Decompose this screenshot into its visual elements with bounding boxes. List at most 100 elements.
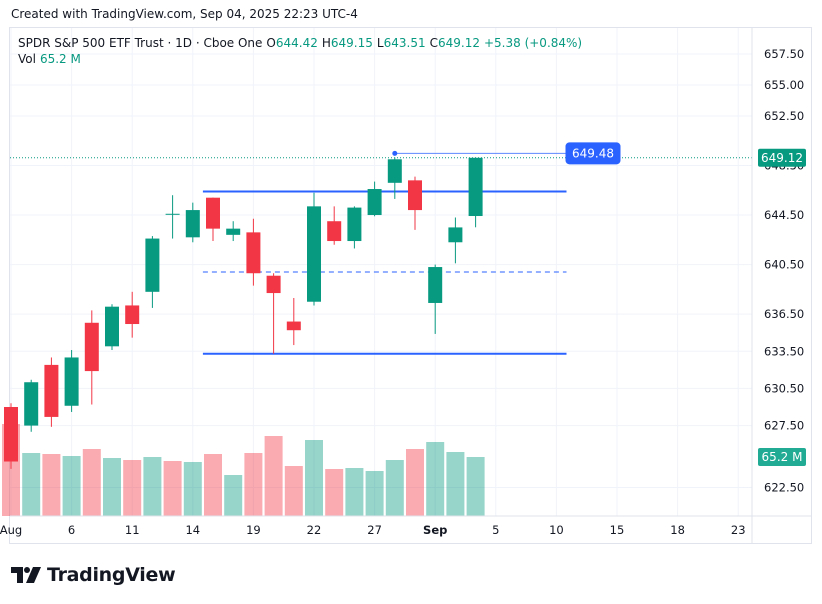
x-tick-label: 14: [185, 523, 200, 537]
x-tick-label: 23: [731, 523, 746, 537]
volume-bar: [204, 454, 222, 516]
y-tick-label: 657.50: [764, 47, 804, 61]
candle-body: [4, 407, 18, 462]
volume-bar: [426, 442, 445, 516]
volume-bar: [22, 453, 41, 516]
volume-bar: [385, 460, 404, 516]
drawing-lines: [10, 150, 752, 355]
x-tick-label: 18: [670, 523, 685, 537]
candle-body: [246, 232, 261, 274]
legend-symbol[interactable]: SPDR S&P 500 ETF Trust · 1D · Cboe One: [18, 36, 263, 50]
candle-body: [347, 207, 362, 242]
volume-bar: [264, 436, 283, 516]
x-tick-label: Aug: [0, 523, 22, 537]
chart-legend: SPDR S&P 500 ETF Trust · 1D · Cboe One O6…: [18, 35, 582, 67]
volume-bar: [345, 468, 364, 516]
last-volume-tag: [758, 448, 806, 466]
volume-bar: [163, 461, 182, 516]
grid-lines: [10, 28, 752, 516]
x-tick-label: 22: [307, 523, 322, 537]
candle-body: [145, 238, 160, 292]
price-marker-tag: [565, 142, 621, 165]
candlesticks: [4, 157, 483, 469]
last-price-tag-label: 649.12: [761, 151, 803, 165]
candle-body: [165, 213, 180, 215]
legend-volume-row: Vol 65.2 M: [18, 51, 582, 67]
volume-bar: [62, 456, 81, 516]
candle-body: [367, 189, 382, 216]
candle-body: [286, 321, 301, 331]
volume-bars: [2, 424, 485, 516]
tradingview-logo-icon: [11, 567, 41, 583]
legend-price-row: SPDR S&P 500 ETF Trust · 1D · Cboe One O6…: [18, 35, 582, 51]
candle-body: [307, 206, 321, 302]
legend-high-value: 649.15: [330, 36, 373, 50]
chart-caption: Created with TradingView.com, Sep 04, 20…: [11, 7, 358, 21]
candle-body: [226, 228, 241, 235]
y-tick-label: 655.00: [764, 78, 804, 92]
volume-bar: [82, 449, 101, 516]
candle-body: [105, 306, 119, 347]
x-tick-label: Sep: [423, 523, 447, 537]
candle-body: [387, 159, 402, 183]
y-tick-label: 640.50: [764, 258, 804, 272]
x-tick-label: 5: [492, 523, 499, 537]
last-volume-tag-label: 65.2 M: [762, 450, 803, 464]
volume-bar: [446, 452, 465, 516]
x-tick-label: 6: [68, 523, 75, 537]
legend-volume-label[interactable]: Vol: [18, 52, 36, 66]
candle-body: [468, 157, 483, 217]
volume-bar: [42, 454, 61, 516]
y-tick-label: 627.50: [764, 419, 804, 433]
candle-body: [428, 267, 443, 303]
x-tick-label: 11: [125, 523, 140, 537]
y-tick-label: 636.50: [764, 307, 804, 321]
candle-body: [64, 357, 79, 406]
volume-bar: [325, 469, 344, 516]
legend-high-label: H: [321, 36, 331, 50]
legend-close-label: C: [429, 36, 438, 50]
volume-bar: [123, 460, 142, 516]
volume-bar: [183, 462, 202, 516]
candle-body: [125, 305, 140, 325]
volume-bar: [143, 457, 162, 516]
axes: 657.50655.00652.50648.50644.50640.50636.…: [0, 28, 811, 543]
y-tick-label: 622.50: [764, 481, 804, 495]
volume-bar: [305, 440, 323, 516]
legend-open-label: O: [266, 36, 276, 50]
y-tick-label: 630.50: [764, 381, 804, 395]
last-price-tag: [758, 148, 806, 167]
x-tick-label: 10: [549, 523, 564, 537]
price-marker-anchor: [392, 150, 398, 156]
x-tick-label: 27: [367, 523, 382, 537]
volume-bar: [103, 458, 121, 516]
tradingview-logo-text: TradingView: [47, 564, 176, 586]
legend-low-label: L: [376, 36, 384, 50]
volume-bar: [284, 466, 303, 516]
volume-bar: [406, 449, 424, 516]
y-tick-label: 652.50: [764, 109, 804, 123]
y-tick-label: 633.50: [764, 344, 804, 358]
candle-body: [84, 322, 99, 372]
x-tick-label: 19: [246, 523, 261, 537]
legend-change: +5.38 (+0.84%): [483, 36, 583, 50]
candle-body: [327, 221, 342, 242]
price-marker-tag-label: 649.48: [572, 146, 614, 160]
y-tick-label: 644.50: [764, 208, 804, 222]
candle-body: [408, 180, 422, 211]
price-tags: 649.48 649.12 65.2 M: [565, 142, 806, 466]
candle-body: [24, 382, 39, 426]
candle-body: [185, 210, 200, 238]
chart-frame: [9, 27, 812, 544]
legend-open-value: 644.42: [275, 36, 318, 50]
legend-volume-value: 65.2 M: [39, 52, 81, 66]
volume-bar: [466, 457, 485, 516]
x-tick-label: 15: [610, 523, 625, 537]
tradingview-logo[interactable]: TradingView: [11, 562, 176, 588]
legend-close-value: 649.12: [437, 36, 480, 50]
candle-body: [206, 197, 220, 229]
candle-body: [448, 227, 463, 243]
candle-body: [266, 275, 281, 294]
legend-low-value: 643.51: [383, 36, 426, 50]
